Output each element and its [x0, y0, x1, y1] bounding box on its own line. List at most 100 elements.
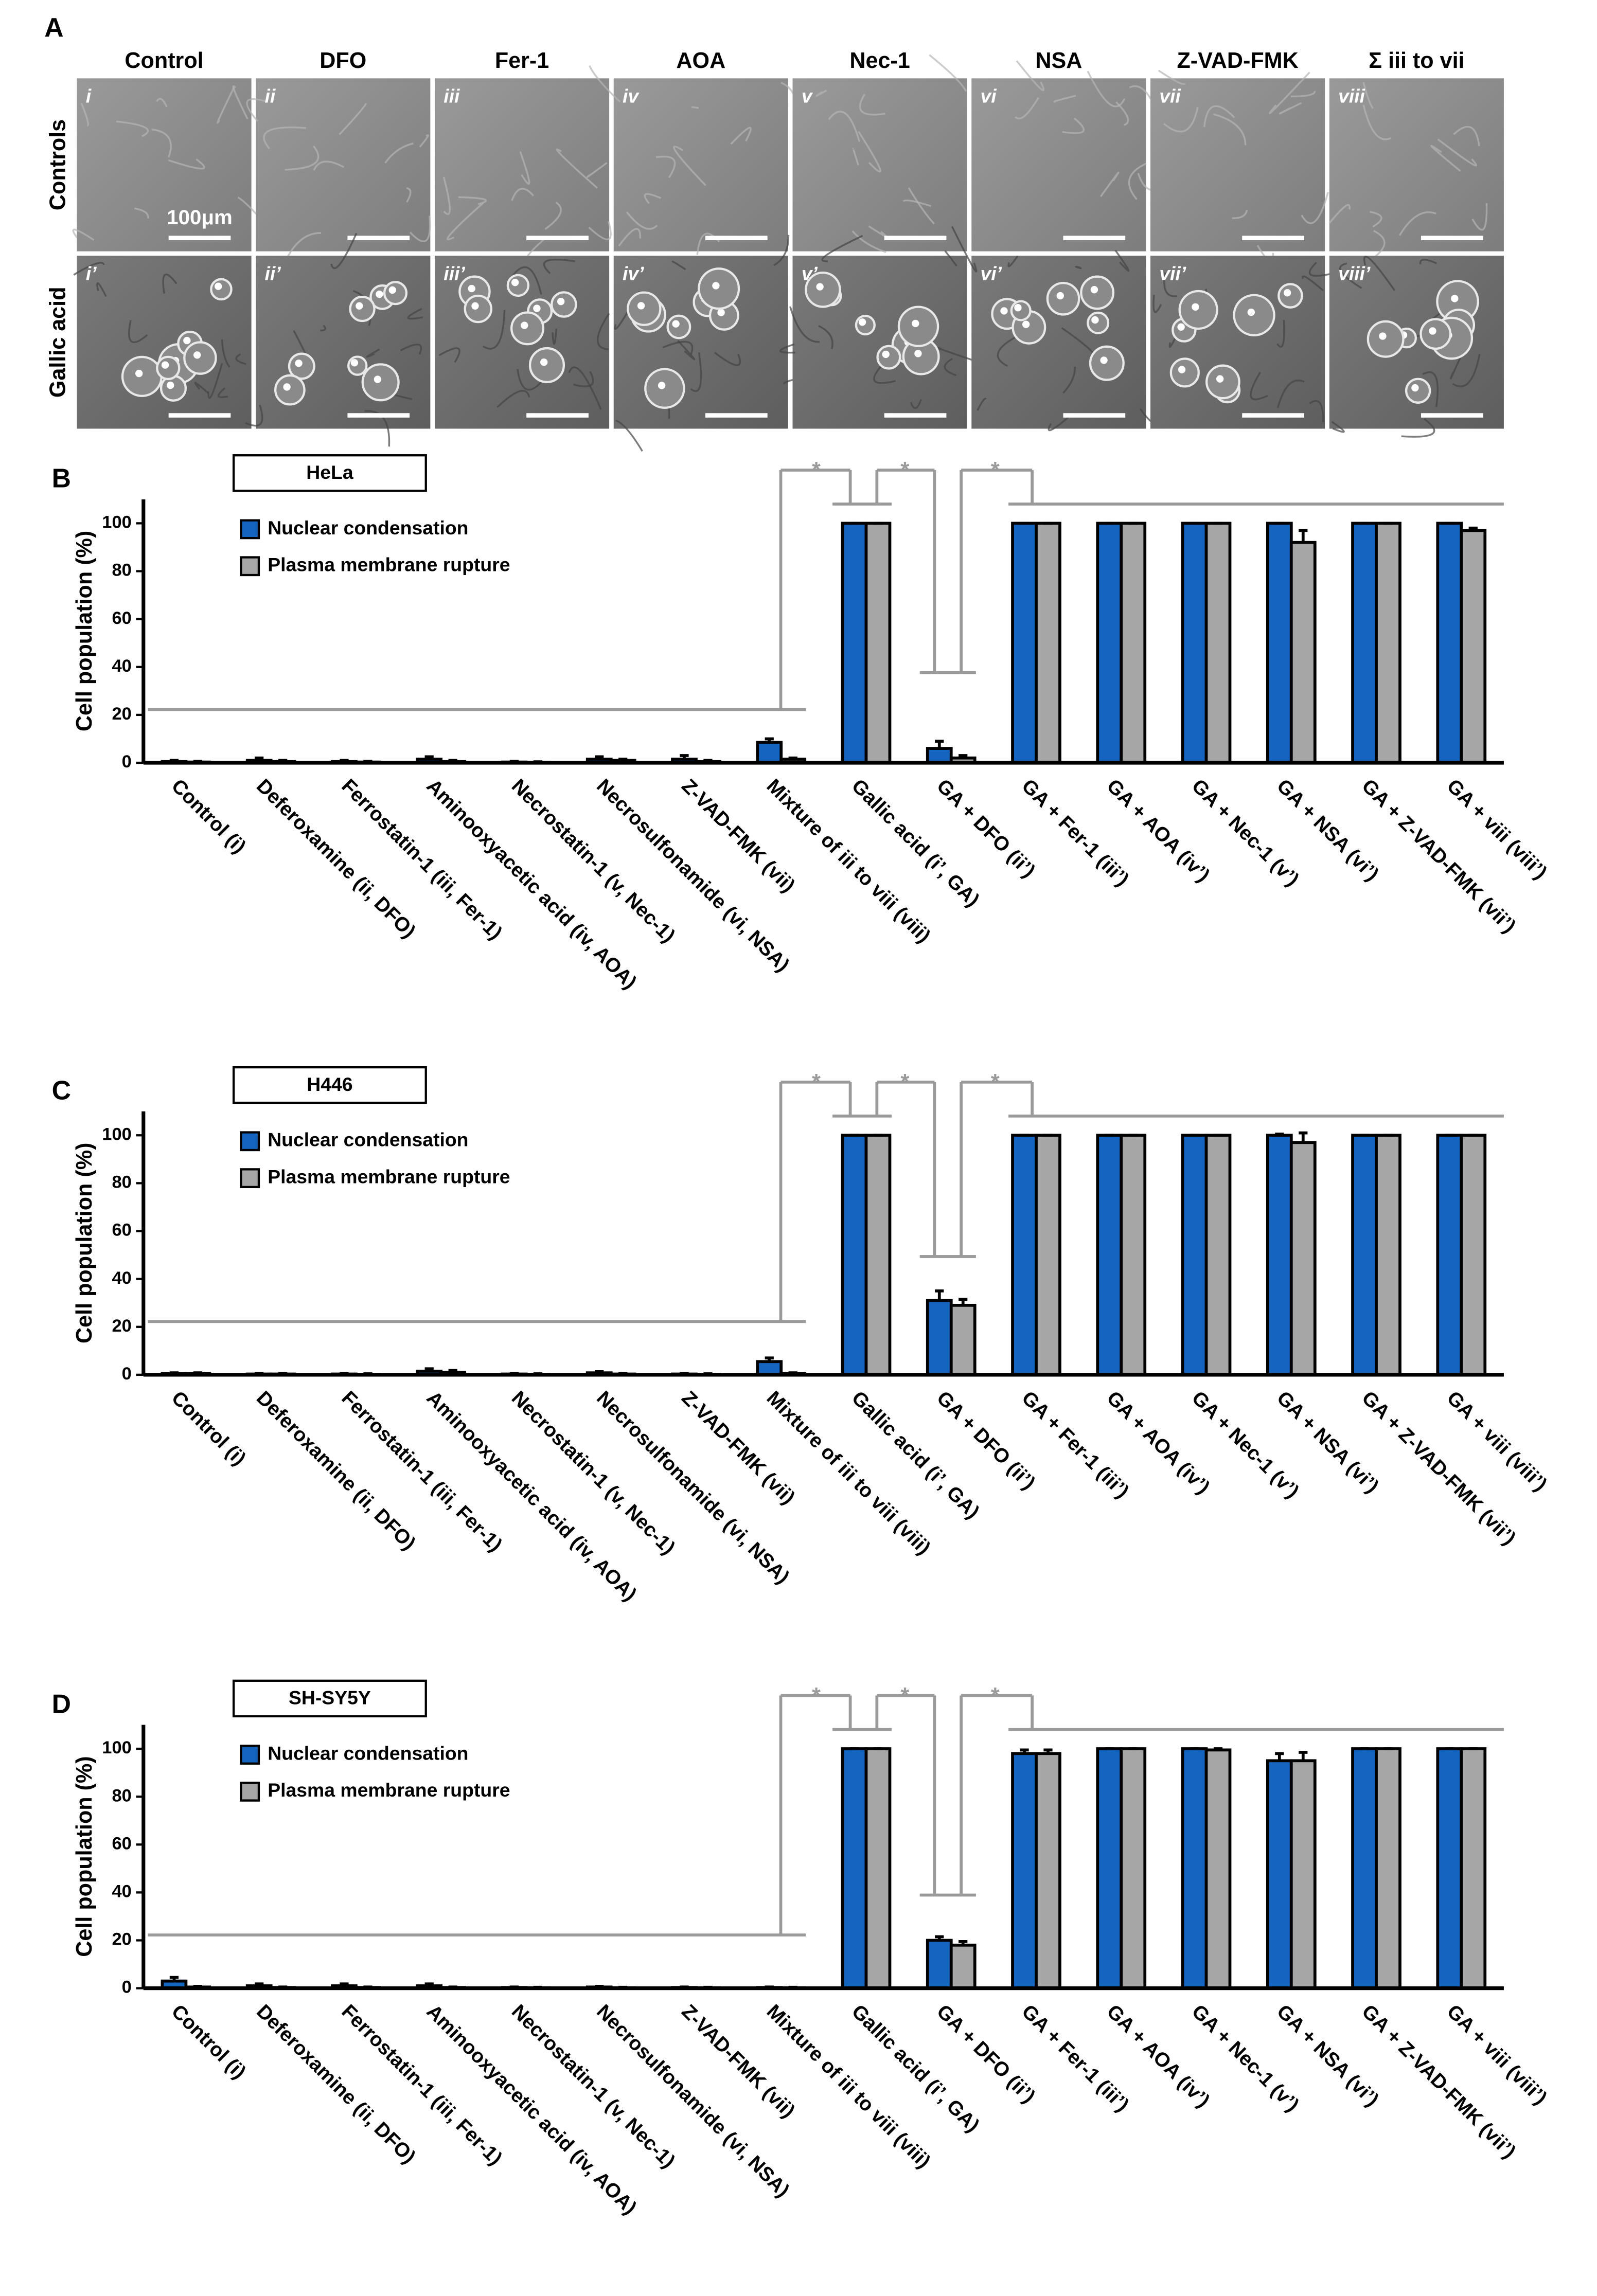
y-axis-label: Cell population (%) — [72, 1756, 97, 1957]
x-tick-label: Ferrostatin-1 (iii, Fer-1) — [337, 775, 506, 944]
dying-cell — [347, 355, 368, 376]
cell-highlight — [912, 319, 919, 328]
dying-cell — [1046, 281, 1080, 316]
cell-texture — [1370, 211, 1382, 228]
dying-cell — [528, 347, 565, 384]
bar — [1011, 1752, 1038, 1990]
y-tick-label: 60 — [112, 1221, 131, 1240]
cell-texture — [1362, 104, 1392, 140]
cell-texture — [263, 126, 307, 150]
cell-texture — [285, 145, 320, 171]
cell-highlight — [511, 278, 519, 286]
cell-texture — [944, 357, 957, 376]
cell-texture — [73, 262, 105, 276]
bar — [756, 1360, 783, 1376]
cell-texture — [1279, 102, 1302, 115]
cell-texture — [156, 98, 168, 107]
panel-letter: B — [52, 463, 71, 493]
cell-texture — [573, 371, 594, 387]
dying-cell — [666, 314, 691, 339]
bar — [1120, 1747, 1147, 1990]
error-bar — [595, 755, 604, 760]
micrograph-image — [434, 78, 610, 252]
bar — [1266, 1759, 1293, 1990]
x-tick-label: Ferrostatin-1 (iii, Fer-1) — [337, 1387, 506, 1556]
cell-texture — [409, 216, 431, 242]
cell-texture — [245, 404, 263, 427]
cell-texture — [1401, 418, 1435, 438]
cell-texture — [419, 134, 429, 148]
row-label: Controls — [45, 119, 70, 210]
dying-cell — [383, 281, 408, 306]
error-bar — [935, 1289, 944, 1301]
cell-texture — [496, 390, 530, 408]
dying-cell — [349, 295, 376, 322]
cell-texture — [339, 103, 367, 135]
cell-texture — [1373, 230, 1386, 259]
cell-label: vi’ — [981, 262, 1002, 284]
cell-highlight — [914, 350, 922, 357]
cell-texture — [246, 98, 267, 122]
cell-highlight — [283, 383, 291, 391]
dying-cell — [274, 374, 306, 406]
cell-texture — [1163, 272, 1178, 297]
error-bar — [765, 1356, 774, 1362]
cell-texture — [1430, 145, 1461, 172]
cell-highlight — [1178, 366, 1186, 373]
scale-bar-label: 100μm — [167, 206, 232, 229]
error-bar — [959, 754, 968, 758]
cell-texture — [929, 54, 967, 92]
dying-cell — [876, 345, 901, 370]
cell-texture — [691, 106, 699, 109]
cell-texture — [1232, 209, 1248, 219]
micrograph: i 100μm — [72, 78, 270, 252]
bar — [1436, 1747, 1463, 1990]
x-tick-label: Deferoxamine (ii, DFO) — [252, 1387, 420, 1554]
bar — [926, 747, 953, 764]
micrograph-image — [792, 78, 967, 252]
cell-texture — [908, 187, 935, 225]
y-axis-label: Cell population (%) — [72, 1143, 97, 1343]
y-tick-label: 100 — [102, 513, 132, 532]
cell-texture — [446, 202, 484, 241]
error-bar — [618, 758, 628, 761]
error-bar — [1213, 1747, 1223, 1750]
cell-texture — [677, 339, 696, 361]
cell-texture — [1331, 421, 1345, 433]
cell-highlight — [1177, 323, 1185, 331]
cell-texture — [589, 65, 621, 103]
cell-highlight — [1192, 303, 1199, 311]
cell-label: viii’ — [1338, 262, 1371, 284]
error-bar — [1299, 1131, 1308, 1143]
error-bar — [1020, 1748, 1029, 1754]
y-tick-label: 20 — [112, 1316, 131, 1336]
dying-cell — [1169, 357, 1200, 388]
bar — [1266, 1134, 1293, 1376]
cell-texture — [221, 339, 230, 368]
micrograph: iv — [589, 65, 798, 255]
bar — [1375, 522, 1401, 764]
cell-texture — [1250, 371, 1268, 401]
column-header: Nec-1 — [849, 48, 910, 73]
cell-texture — [858, 131, 881, 173]
column-header: Σ iii to vii — [1369, 48, 1464, 73]
cell-texture — [1301, 192, 1329, 224]
cell-highlight — [167, 381, 174, 389]
cell-texture — [597, 313, 610, 350]
legend-label: Nuclear condensation — [268, 1742, 468, 1764]
dying-cell — [1178, 290, 1218, 330]
micrograph: v’ — [779, 235, 976, 429]
cell-texture — [818, 325, 833, 349]
title-box — [232, 1066, 427, 1104]
cell-highlight — [1429, 327, 1436, 335]
cell-texture — [730, 127, 752, 145]
significance-star: * — [991, 1070, 1000, 1095]
cell-highlight — [712, 282, 720, 290]
cell-texture — [821, 235, 863, 262]
x-tick-label: Necrostatin-1 (v, Nec-1) — [507, 775, 680, 947]
cell-texture — [1362, 82, 1374, 109]
cell-highlight — [717, 309, 725, 316]
error-bar — [935, 740, 944, 749]
cell-texture — [673, 146, 706, 186]
